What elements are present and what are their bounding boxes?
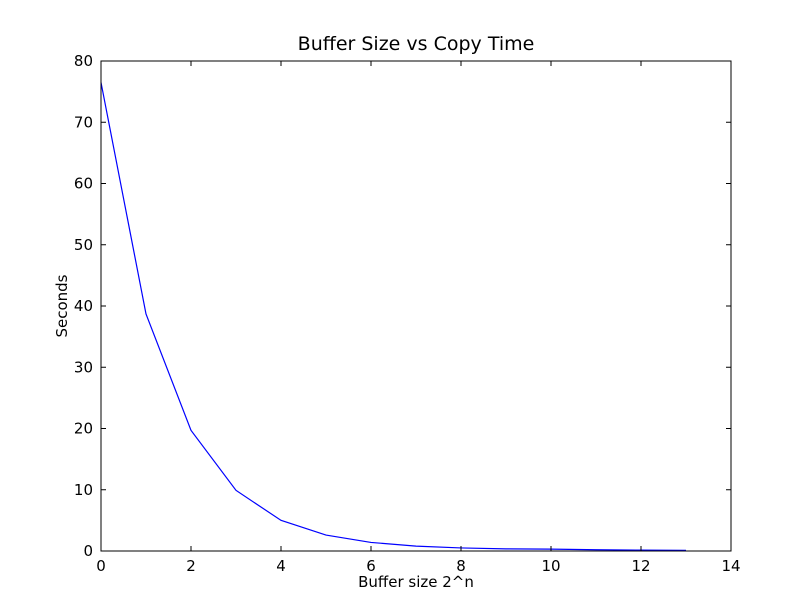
y-tick-label: 10 bbox=[74, 481, 93, 499]
x-tick-label: 12 bbox=[631, 557, 650, 575]
x-tick-label: 8 bbox=[456, 557, 466, 575]
y-tick-label: 0 bbox=[83, 542, 93, 560]
y-tick-label: 30 bbox=[74, 358, 93, 376]
x-tick-label: 10 bbox=[541, 557, 560, 575]
series-layer bbox=[100, 82, 687, 551]
y-tick-label: 20 bbox=[74, 420, 93, 438]
y-tick-label: 60 bbox=[74, 175, 93, 193]
x-axis-label: Buffer size 2^n bbox=[358, 573, 474, 591]
series-line bbox=[100, 82, 687, 551]
x-tick-label: 14 bbox=[721, 557, 740, 575]
plot-frame bbox=[100, 60, 732, 552]
y-tick-label: 50 bbox=[74, 236, 93, 254]
y-tick-label: 80 bbox=[74, 52, 93, 70]
x-tick-label: 2 bbox=[186, 557, 196, 575]
x-tick-label: 0 bbox=[96, 557, 106, 575]
chart-title: Buffer Size vs Copy Time bbox=[298, 33, 535, 55]
y-tick-label: 40 bbox=[74, 297, 93, 315]
x-tick-label: 4 bbox=[276, 557, 286, 575]
x-tick-label: 6 bbox=[366, 557, 376, 575]
y-tick-label: 70 bbox=[74, 113, 93, 131]
ticks-layer: 0 2 4 6 8 10 12 14 0 10 20 30 40 50 60 70 80 bbox=[74, 52, 741, 575]
y-axis-label: Seconds bbox=[53, 274, 71, 337]
